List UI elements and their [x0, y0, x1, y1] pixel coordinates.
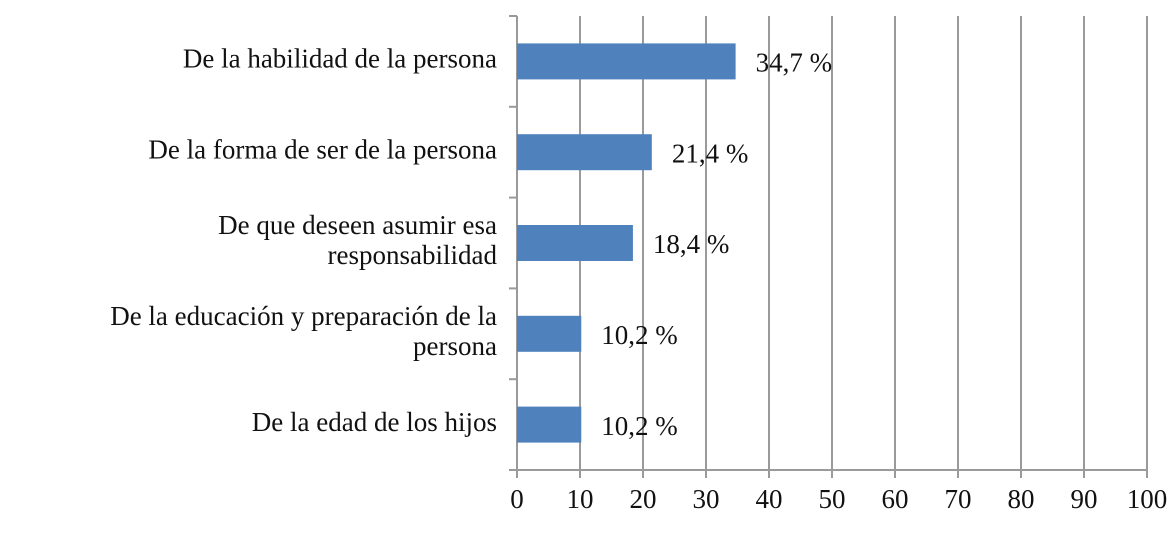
- y-tick-label: De la forma de ser de la persona: [148, 134, 497, 164]
- x-tick-label: 80: [1008, 484, 1035, 514]
- value-label: 10,2 %: [601, 411, 678, 441]
- x-tick-label: 0: [510, 484, 524, 514]
- y-tick-label: De la educación y preparación de la perso…: [110, 301, 497, 361]
- x-tick-label: 70: [945, 484, 972, 514]
- value-label: 34,7 %: [756, 48, 833, 78]
- x-tick-label: 10: [567, 484, 594, 514]
- bar: [517, 43, 736, 80]
- x-tick-label: 60: [882, 484, 909, 514]
- x-tick-label: 40: [756, 484, 783, 514]
- bar: [517, 134, 652, 171]
- value-label: 18,4 %: [653, 229, 730, 259]
- x-tick-label: 90: [1071, 484, 1098, 514]
- y-tick-label: De la habilidad de la persona: [183, 44, 497, 74]
- bar: [517, 225, 633, 261]
- bar: [517, 315, 582, 352]
- value-label: 10,2 %: [601, 320, 678, 350]
- x-tick-label: 100: [1127, 484, 1168, 514]
- y-tick-label: De la edad de los hijos: [252, 407, 497, 437]
- y-tick-label: De que deseen asumir esa responsabilidad: [218, 210, 497, 270]
- x-tick-label: 50: [819, 484, 846, 514]
- value-label: 21,4 %: [672, 138, 749, 168]
- x-tick-label: 30: [693, 484, 720, 514]
- x-tick-label: 20: [630, 484, 657, 514]
- bar: [517, 406, 582, 443]
